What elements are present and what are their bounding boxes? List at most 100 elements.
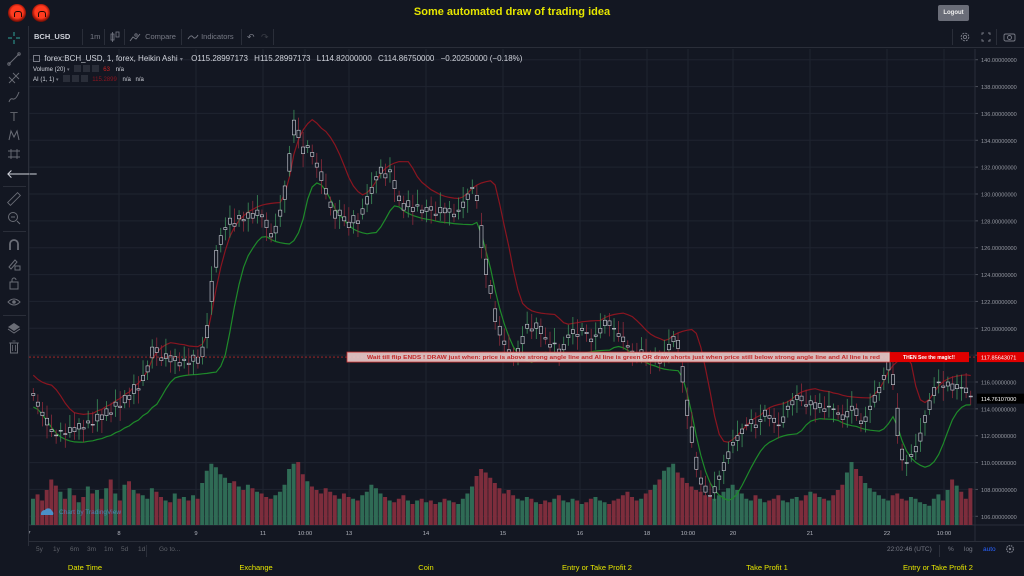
- series-title[interactable]: forex:BCH_USD, 1, forex, Heikin Ashi: [44, 54, 178, 63]
- indicators-button[interactable]: Indicators: [187, 26, 234, 48]
- price-axis-label: 116.00000000: [981, 381, 1016, 387]
- prediction-icon[interactable]: [6, 147, 22, 163]
- volume-study-label[interactable]: Volume (20): [33, 67, 66, 73]
- study-eye-icon[interactable]: [63, 75, 71, 82]
- scale-settings-button[interactable]: [1005, 544, 1015, 556]
- collapse-legend-icon[interactable]: [33, 55, 40, 62]
- candle: [342, 216, 347, 222]
- lock-drawing-icon[interactable]: [6, 257, 22, 273]
- volume-bar: [808, 491, 813, 525]
- candle: [776, 424, 781, 427]
- candle: [589, 338, 594, 343]
- volume-bar: [634, 500, 639, 525]
- range-button-1y[interactable]: 1y: [53, 546, 60, 553]
- unlock-icon[interactable]: [6, 276, 22, 292]
- study-settings-icon[interactable]: [82, 65, 90, 72]
- crosshair-icon[interactable]: [6, 31, 22, 47]
- candle: [154, 347, 159, 353]
- brand-logo-icon[interactable]: [8, 4, 26, 22]
- log-scale-button[interactable]: log: [964, 546, 973, 553]
- volume-bar: [396, 498, 401, 525]
- study-settings-icon[interactable]: [71, 75, 79, 82]
- candle: [616, 333, 621, 337]
- ai-study-label[interactable]: AI (1, 1): [33, 77, 55, 83]
- compare-button[interactable]: Compare: [129, 26, 176, 48]
- range-button-5y[interactable]: 5y: [36, 546, 43, 553]
- fib-icon[interactable]: [6, 71, 22, 87]
- chart-canvas[interactable]: 140.00000000 138.00000000 136.00000000 134.…: [27, 49, 1024, 541]
- range-button-6m[interactable]: 6m: [70, 546, 80, 553]
- trash-icon[interactable]: [6, 340, 22, 356]
- settings-icon: [1005, 544, 1015, 554]
- footer-column-3[interactable]: Entry or Take Profit 2: [562, 563, 632, 572]
- goto-button[interactable]: Go to...: [159, 546, 181, 553]
- interval-button[interactable]: 1m: [90, 32, 101, 41]
- footer-column-4[interactable]: Take Profit 1: [746, 563, 788, 572]
- chevron-down-icon[interactable]: ▾: [56, 77, 59, 83]
- volume-bar: [648, 490, 653, 525]
- volume-bar: [410, 504, 415, 525]
- volume-bar: [799, 500, 804, 525]
- chevron-down-icon[interactable]: ▾: [67, 67, 70, 73]
- study-eye-icon[interactable]: [74, 65, 82, 72]
- brand-logo-icon[interactable]: [32, 4, 50, 22]
- candle: [442, 207, 447, 214]
- volume-bar: [579, 504, 584, 525]
- candle: [712, 486, 717, 494]
- volume-bar: [812, 493, 817, 525]
- symbol-search-button[interactable]: BCH_USD: [34, 32, 71, 41]
- undo-button[interactable]: ↶: [247, 26, 255, 48]
- top-header: Some automated draw of trading idea Logo…: [0, 0, 1024, 26]
- volume-bar: [259, 493, 264, 525]
- chart-settings-button[interactable]: [959, 26, 971, 48]
- compare-label: Compare: [145, 32, 176, 41]
- screenshot-button[interactable]: [1003, 26, 1016, 48]
- fullscreen-button[interactable]: [981, 26, 991, 48]
- volume-bar: [922, 504, 927, 525]
- volume-bar: [58, 491, 63, 525]
- bar-style-button[interactable]: [110, 26, 120, 48]
- ohlc-close-label: C: [378, 54, 384, 63]
- range-button-3m[interactable]: 3m: [87, 546, 97, 553]
- footer-column-1[interactable]: Exchange: [239, 563, 273, 572]
- ruler-icon[interactable]: [6, 191, 22, 208]
- magic-callout[interactable]: [890, 352, 969, 363]
- study-close-icon[interactable]: [80, 75, 88, 82]
- pattern-icon[interactable]: [6, 128, 22, 144]
- candle: [72, 427, 77, 432]
- zoom-in-icon[interactable]: [6, 211, 22, 227]
- layers-icon[interactable]: [6, 321, 22, 337]
- eye-icon[interactable]: [6, 295, 22, 311]
- candle: [369, 186, 374, 194]
- candle: [900, 448, 905, 461]
- price-chart[interactable]: 140.00000000 138.00000000 136.00000000 134.…: [27, 49, 1024, 541]
- text-icon[interactable]: T: [10, 109, 18, 124]
- volume-bar: [218, 474, 223, 525]
- range-button-5d[interactable]: 5d: [121, 546, 129, 553]
- trend-line-icon[interactable]: [6, 52, 22, 68]
- back-arrow-icon[interactable]: 🡐: [6, 167, 39, 181]
- volume-na: n/a: [115, 67, 124, 73]
- candle: [918, 432, 923, 442]
- magnet-icon[interactable]: [6, 238, 22, 254]
- percent-scale-button[interactable]: %: [948, 546, 954, 553]
- footer-column-5[interactable]: Entry or Take Profit 2: [903, 563, 973, 572]
- candle: [456, 209, 461, 212]
- chevron-down-icon[interactable]: ▾: [179, 57, 183, 63]
- footer-column-0[interactable]: Date Time: [67, 563, 103, 572]
- volume-bar: [360, 495, 365, 525]
- brush-icon[interactable]: [6, 90, 22, 106]
- candle: [827, 405, 831, 408]
- range-button-1m[interactable]: 1m: [104, 546, 114, 553]
- footer-column-2[interactable]: Coin: [418, 563, 434, 572]
- range-button-1d[interactable]: 1d: [138, 546, 146, 553]
- study-close-icon[interactable]: [91, 65, 99, 72]
- redo-button[interactable]: ↷: [261, 26, 269, 48]
- volume-bar: [49, 479, 54, 525]
- candle: [346, 221, 351, 228]
- candle: [502, 340, 507, 345]
- logout-button[interactable]: Logout: [938, 5, 969, 21]
- candle: [772, 417, 776, 423]
- auto-scale-button[interactable]: auto: [983, 546, 996, 553]
- tradingview-watermark[interactable]: Chart by TradingView: [40, 508, 121, 516]
